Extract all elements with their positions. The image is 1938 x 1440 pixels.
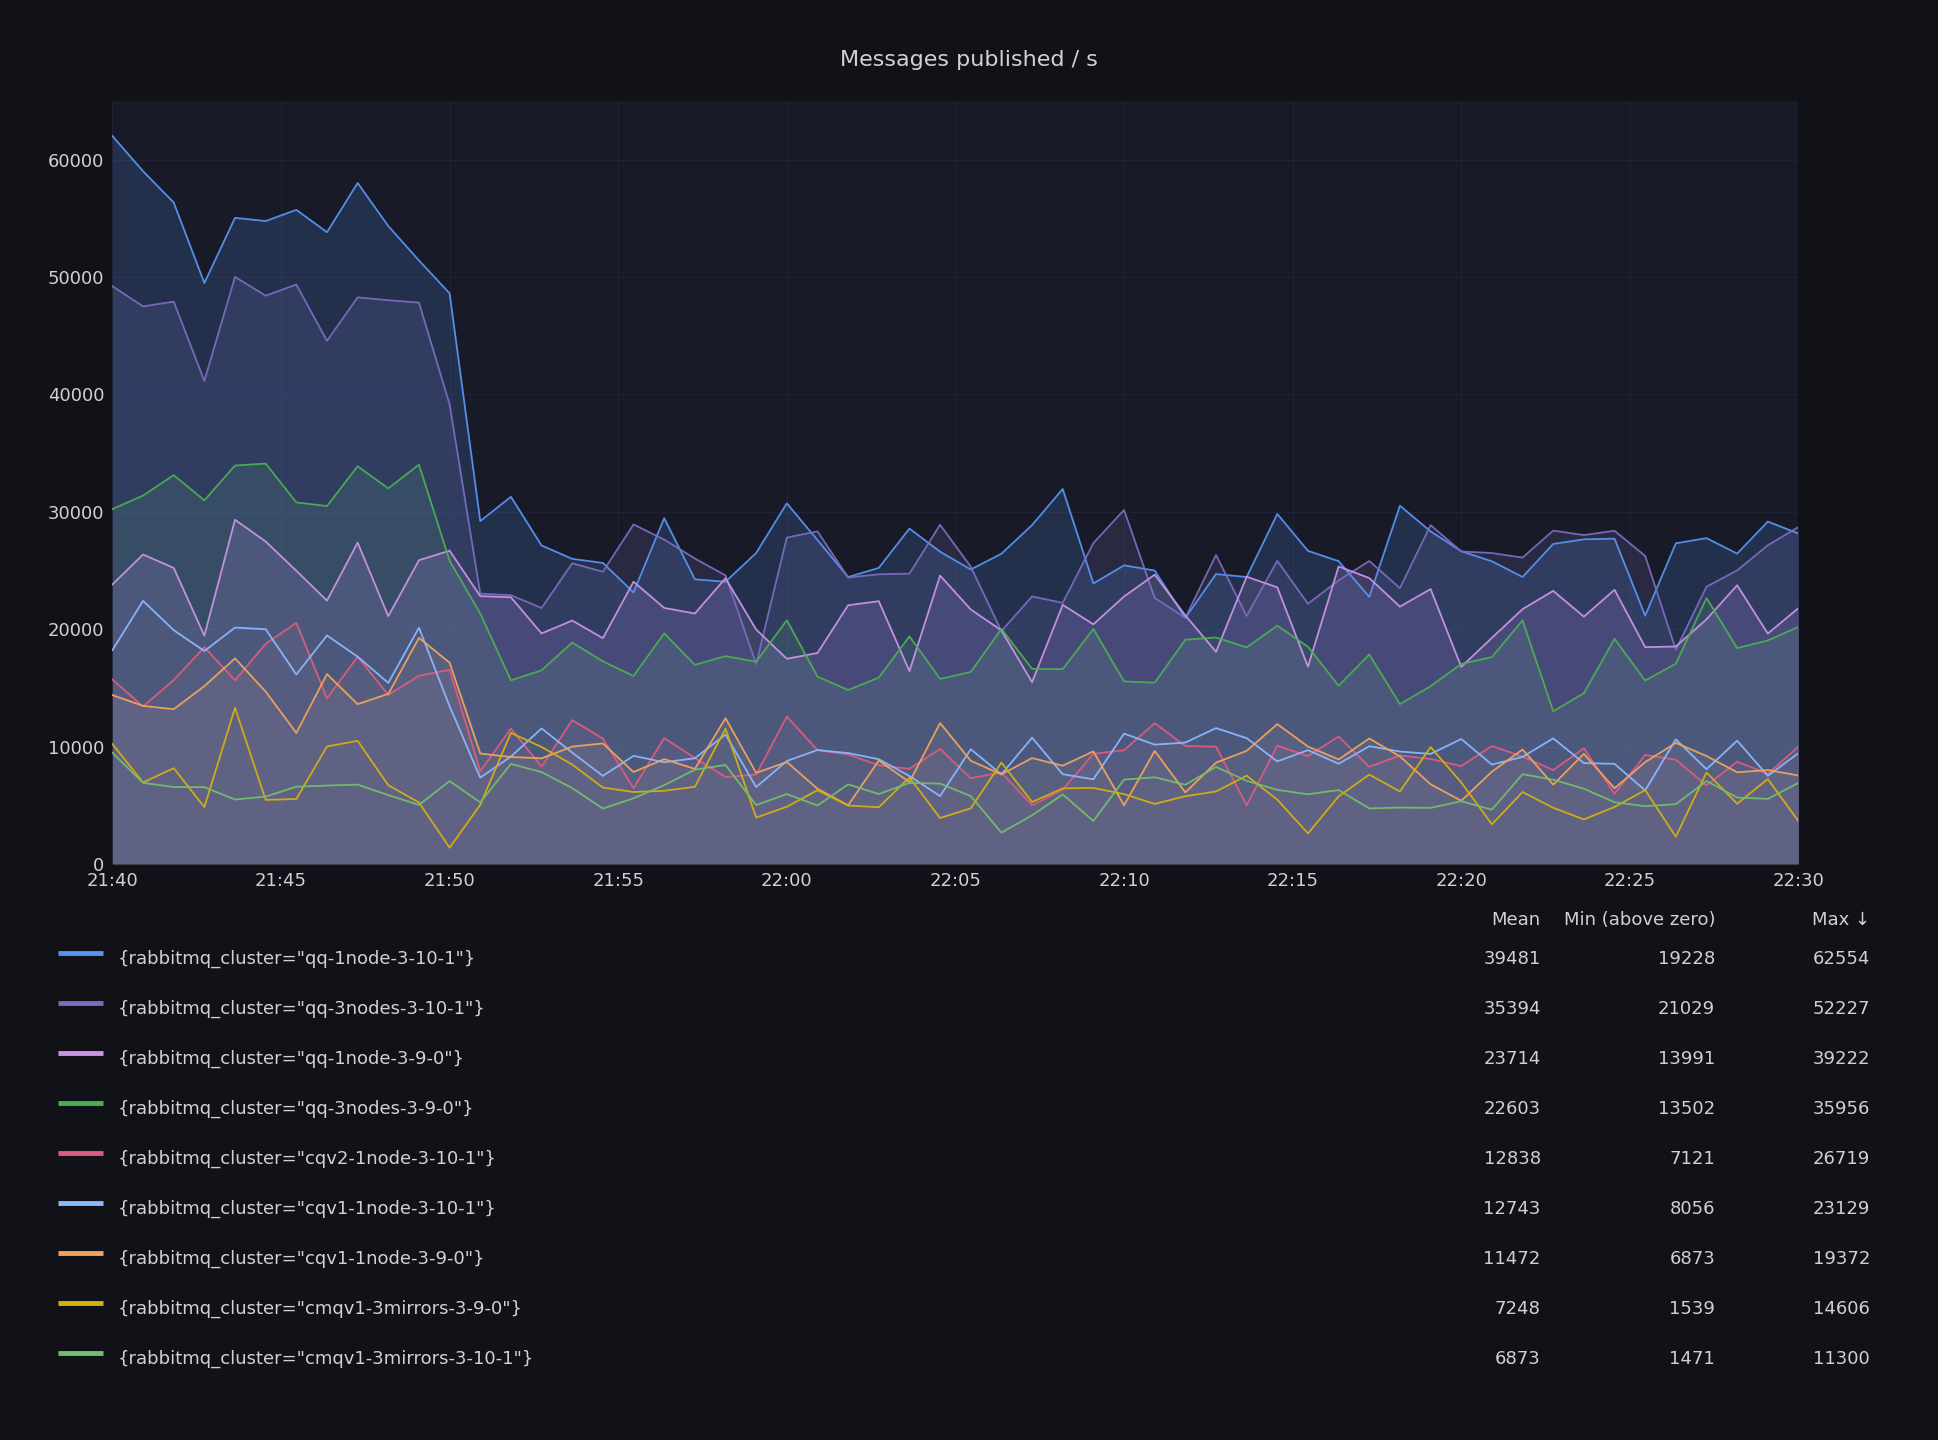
Text: 22603: 22603 bbox=[1485, 1100, 1541, 1117]
Text: {rabbitmq_cluster="cmqv1-3mirrors-3-9-0"}: {rabbitmq_cluster="cmqv1-3mirrors-3-9-0"… bbox=[118, 1300, 523, 1319]
Text: {rabbitmq_cluster="cqv1-1node-3-9-0"}: {rabbitmq_cluster="cqv1-1node-3-9-0"} bbox=[118, 1250, 486, 1269]
Text: 6873: 6873 bbox=[1669, 1250, 1715, 1269]
Text: 21029: 21029 bbox=[1659, 999, 1715, 1018]
Text: {rabbitmq_cluster="cqv2-1node-3-10-1"}: {rabbitmq_cluster="cqv2-1node-3-10-1"} bbox=[118, 1151, 496, 1168]
Text: {rabbitmq_cluster="qq-1node-3-9-0"}: {rabbitmq_cluster="qq-1node-3-9-0"} bbox=[118, 1050, 465, 1068]
Text: 13991: 13991 bbox=[1657, 1050, 1715, 1068]
Text: 23714: 23714 bbox=[1483, 1050, 1541, 1068]
Text: 7121: 7121 bbox=[1669, 1151, 1715, 1168]
Text: 19228: 19228 bbox=[1657, 950, 1715, 968]
Text: 7248: 7248 bbox=[1494, 1300, 1541, 1318]
Text: {rabbitmq_cluster="qq-1node-3-10-1"}: {rabbitmq_cluster="qq-1node-3-10-1"} bbox=[118, 950, 477, 968]
Text: 11300: 11300 bbox=[1814, 1351, 1870, 1368]
Text: Max ↓: Max ↓ bbox=[1812, 912, 1870, 929]
Text: 52227: 52227 bbox=[1812, 999, 1870, 1018]
Text: 14606: 14606 bbox=[1814, 1300, 1870, 1318]
Text: 12838: 12838 bbox=[1485, 1151, 1541, 1168]
Text: Messages published / s: Messages published / s bbox=[839, 50, 1099, 71]
Text: 35394: 35394 bbox=[1483, 999, 1541, 1018]
Text: {rabbitmq_cluster="qq-3nodes-3-10-1"}: {rabbitmq_cluster="qq-3nodes-3-10-1"} bbox=[118, 999, 486, 1018]
Text: {rabbitmq_cluster="cmqv1-3mirrors-3-10-1"}: {rabbitmq_cluster="cmqv1-3mirrors-3-10-1… bbox=[118, 1351, 535, 1368]
Text: 8056: 8056 bbox=[1671, 1200, 1715, 1218]
Text: 23129: 23129 bbox=[1812, 1200, 1870, 1218]
Text: 12743: 12743 bbox=[1483, 1200, 1541, 1218]
Text: 26719: 26719 bbox=[1812, 1151, 1870, 1168]
Text: 19372: 19372 bbox=[1812, 1250, 1870, 1269]
Text: {rabbitmq_cluster="cqv1-1node-3-10-1"}: {rabbitmq_cluster="cqv1-1node-3-10-1"} bbox=[118, 1200, 496, 1218]
Text: 11472: 11472 bbox=[1483, 1250, 1541, 1269]
Text: 62554: 62554 bbox=[1812, 950, 1870, 968]
Text: Min (above zero): Min (above zero) bbox=[1564, 912, 1715, 929]
Text: 13502: 13502 bbox=[1659, 1100, 1715, 1117]
Text: 39222: 39222 bbox=[1812, 1050, 1870, 1068]
Text: 6873: 6873 bbox=[1494, 1351, 1541, 1368]
Text: 1539: 1539 bbox=[1669, 1300, 1715, 1318]
Text: {rabbitmq_cluster="qq-3nodes-3-9-0"}: {rabbitmq_cluster="qq-3nodes-3-9-0"} bbox=[118, 1100, 475, 1117]
Text: Mean: Mean bbox=[1492, 912, 1541, 929]
Text: 35956: 35956 bbox=[1812, 1100, 1870, 1117]
Text: 39481: 39481 bbox=[1483, 950, 1541, 968]
Text: 1471: 1471 bbox=[1669, 1351, 1715, 1368]
